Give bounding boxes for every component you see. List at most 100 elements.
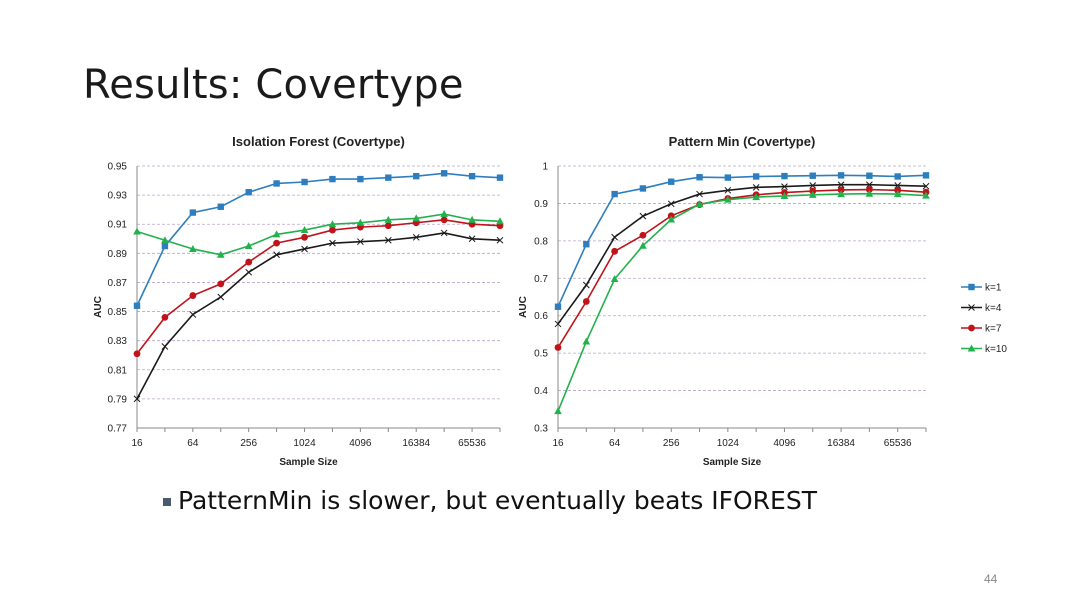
data-point xyxy=(161,242,169,250)
isolation-forest-chart: Isolation Forest (Covertype) 0.77 0.79 0.81… xyxy=(93,134,504,468)
marker-stroke xyxy=(161,343,169,350)
data-point xyxy=(922,182,930,190)
series-k4 xyxy=(554,181,930,328)
x-axis-label: Sample Size xyxy=(703,457,762,468)
data-point xyxy=(300,226,309,234)
data-point xyxy=(329,175,336,183)
data-point xyxy=(582,281,590,289)
data-point xyxy=(866,181,873,189)
data-point xyxy=(724,174,732,181)
data-point xyxy=(894,173,901,180)
marker-stroke xyxy=(133,395,141,403)
data-point xyxy=(865,189,874,197)
y-tick-label: 0.91 xyxy=(108,220,128,231)
data-point xyxy=(752,173,760,180)
data-point xyxy=(412,233,420,241)
data-point xyxy=(781,172,788,180)
marker-stroke xyxy=(922,182,930,190)
data-point xyxy=(496,174,504,181)
legend-label: k=4 xyxy=(985,303,1002,314)
data-point xyxy=(837,186,845,194)
data-point xyxy=(189,292,197,299)
marker-stroke xyxy=(611,233,618,241)
data-point xyxy=(752,193,760,201)
x-tick-label: 1024 xyxy=(293,438,316,449)
square-bullet-icon xyxy=(163,497,171,506)
x-tick-label: 16384 xyxy=(827,438,855,449)
marker-stroke xyxy=(582,281,590,289)
data-point xyxy=(133,302,141,309)
marker-stroke xyxy=(894,182,902,189)
data-point xyxy=(696,174,703,181)
data-point xyxy=(189,244,197,252)
data-point xyxy=(161,236,169,244)
y-tick-label: 0.89 xyxy=(108,249,128,260)
data-point xyxy=(217,203,224,210)
y-tick-label: 0.87 xyxy=(108,278,128,289)
data-point xyxy=(189,311,197,318)
x-tick-label: 16 xyxy=(131,438,143,449)
data-point xyxy=(217,293,225,301)
page-number: 44 xyxy=(984,572,998,586)
data-point xyxy=(496,236,504,244)
series-line xyxy=(557,188,927,348)
data-point xyxy=(385,174,392,181)
data-point xyxy=(639,212,647,220)
data-point xyxy=(639,185,647,192)
y-tick-label: 0.5 xyxy=(534,349,548,360)
data-point xyxy=(554,344,562,351)
data-point xyxy=(611,190,618,198)
data-point xyxy=(357,175,364,183)
marker-stroke xyxy=(639,212,647,220)
data-point xyxy=(329,226,336,234)
data-point xyxy=(837,181,845,189)
y-tick-label: 0.85 xyxy=(108,307,128,318)
series-line xyxy=(557,174,927,308)
marker-stroke xyxy=(245,268,253,276)
data-point xyxy=(133,350,141,358)
y-axis-label: AUC xyxy=(93,296,104,318)
data-point xyxy=(752,183,760,191)
data-point xyxy=(412,214,421,222)
data-point xyxy=(583,241,590,248)
chart-title: Pattern Min (Covertype) xyxy=(669,134,816,149)
data-point xyxy=(301,178,308,186)
data-point xyxy=(328,220,337,228)
x-tick-label: 256 xyxy=(663,438,680,449)
series-k4 xyxy=(133,229,504,403)
x-tick-label: 4096 xyxy=(773,438,796,449)
data-point xyxy=(273,251,280,259)
marker-stroke xyxy=(968,304,975,311)
data-point xyxy=(217,280,225,288)
data-point xyxy=(866,172,873,179)
data-point xyxy=(440,210,448,218)
data-point xyxy=(894,182,902,189)
y-tick-label: 0.7 xyxy=(534,274,548,285)
series-k10 xyxy=(133,210,504,258)
y-tick-label: 0.9 xyxy=(534,199,548,210)
slide-title: Results: Covertype xyxy=(83,62,464,108)
legend-item: k=4 xyxy=(961,303,1002,314)
marker-stroke xyxy=(496,236,504,244)
chart-title: Isolation Forest (Covertype) xyxy=(232,134,405,149)
data-point xyxy=(695,200,704,208)
marker-stroke xyxy=(752,183,760,191)
data-point xyxy=(667,200,675,208)
marker-stroke xyxy=(440,229,448,237)
data-point xyxy=(245,189,252,196)
x-tick-label: 16 xyxy=(552,438,564,449)
data-point xyxy=(781,183,788,190)
y-tick-label: 0.81 xyxy=(108,365,128,376)
y-tick-label: 0.77 xyxy=(108,424,128,435)
y-tick-label: 0.3 xyxy=(534,424,548,435)
y-tick-label: 1 xyxy=(542,162,548,173)
data-point xyxy=(413,172,420,180)
data-point xyxy=(809,172,816,179)
y-tick-label: 0.4 xyxy=(534,386,548,397)
series-line xyxy=(136,219,501,355)
data-point xyxy=(922,191,930,199)
data-point xyxy=(808,190,817,198)
data-point xyxy=(668,178,675,185)
data-point xyxy=(667,215,676,223)
